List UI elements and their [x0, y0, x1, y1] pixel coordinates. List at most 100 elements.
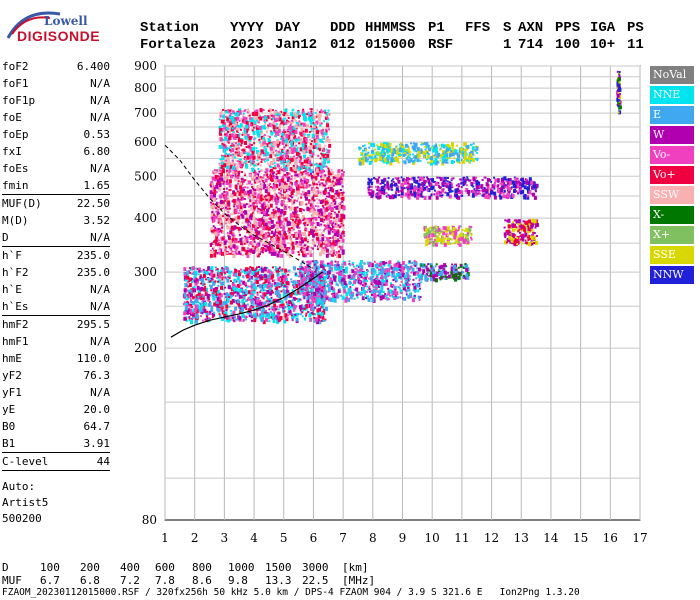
echo-point — [466, 238, 469, 241]
echo-point — [242, 318, 245, 321]
echo-point — [297, 313, 300, 316]
echo-point — [314, 278, 317, 281]
echo-point — [401, 273, 405, 278]
echo-point — [357, 265, 360, 268]
echo-point — [198, 290, 201, 293]
echo-point — [364, 293, 367, 296]
x-tick-label: 2 — [191, 531, 199, 545]
echo-point — [303, 308, 306, 311]
echo-point — [220, 231, 223, 234]
echo-point — [240, 310, 244, 315]
echo-point — [324, 306, 328, 311]
echo-point — [333, 217, 336, 220]
echo-point — [280, 269, 283, 272]
echo-point — [262, 297, 265, 300]
echo-point — [279, 276, 282, 279]
echo-point — [281, 249, 284, 252]
echo-point — [275, 232, 278, 235]
echo-point — [209, 245, 212, 248]
echo-point — [455, 235, 458, 238]
echo-point — [209, 227, 213, 232]
echo-point — [231, 242, 234, 245]
echo-point — [378, 272, 381, 275]
echo-point — [525, 225, 528, 228]
echo-point — [368, 191, 371, 194]
echo-point — [366, 273, 369, 276]
echo-point — [389, 183, 393, 188]
echo-point — [249, 232, 253, 237]
echo-point — [419, 276, 423, 281]
echo-point — [380, 268, 384, 273]
echo-point — [293, 206, 297, 211]
echo-point — [183, 311, 187, 316]
echo-point — [212, 312, 216, 317]
echo-point — [407, 282, 410, 285]
echo-point — [400, 186, 403, 189]
echo-point — [411, 183, 414, 186]
echo-point — [430, 263, 433, 266]
echo-point — [380, 296, 383, 299]
echo-point — [370, 178, 373, 181]
echo-point — [279, 225, 282, 228]
param-row: h`F 235.0 — [2, 247, 110, 264]
echo-point — [228, 317, 231, 320]
echo-point — [382, 291, 385, 294]
echo-point — [319, 282, 322, 285]
echo-point — [258, 269, 261, 272]
echo-point — [526, 195, 530, 200]
echo-point — [267, 183, 270, 186]
echo-point — [528, 242, 532, 247]
echo-point — [356, 294, 359, 297]
echo-point — [283, 244, 287, 249]
echo-point — [289, 292, 293, 297]
echo-point — [227, 234, 230, 237]
echo-point — [342, 219, 345, 222]
echo-point — [399, 269, 402, 272]
echo-point — [451, 263, 454, 266]
echo-point — [264, 317, 268, 322]
echo-point — [237, 215, 241, 220]
echo-point — [302, 184, 305, 187]
echo-point — [306, 223, 309, 226]
echo-point — [526, 178, 529, 181]
echo-point — [395, 184, 398, 187]
echo-point — [518, 228, 521, 231]
echo-point — [354, 267, 357, 270]
echo-point — [341, 265, 344, 268]
echo-point — [255, 279, 259, 284]
echo-point — [318, 295, 321, 298]
echo-point — [249, 204, 252, 207]
echo-point — [255, 176, 259, 181]
echo-point — [219, 297, 222, 300]
param-divider — [2, 246, 110, 247]
echo-point — [232, 300, 235, 303]
echo-point — [306, 260, 309, 263]
echo-point — [295, 225, 298, 228]
echo-point — [445, 230, 448, 233]
echo-point — [426, 179, 429, 182]
echo-point — [288, 309, 292, 314]
echo-point — [291, 224, 295, 229]
echo-point — [194, 280, 197, 283]
echo-point — [214, 229, 217, 232]
echo-point — [247, 308, 251, 313]
echo-point — [220, 172, 224, 177]
echo-point — [188, 283, 192, 288]
echo-point — [387, 287, 390, 290]
echo-point — [232, 171, 235, 174]
echo-point — [300, 288, 303, 291]
echo-point — [319, 252, 323, 257]
echo-point — [324, 225, 328, 230]
echo-point — [408, 260, 411, 263]
echo-point — [431, 177, 435, 182]
echo-point — [267, 235, 270, 238]
echo-point — [329, 236, 332, 239]
echo-point — [196, 288, 199, 291]
echo-point — [226, 178, 229, 181]
echo-point — [371, 294, 374, 297]
echo-point — [262, 226, 266, 231]
echo-point — [531, 229, 534, 232]
echo-point — [324, 272, 327, 275]
echo-point — [215, 198, 218, 201]
echo-point — [223, 313, 227, 318]
